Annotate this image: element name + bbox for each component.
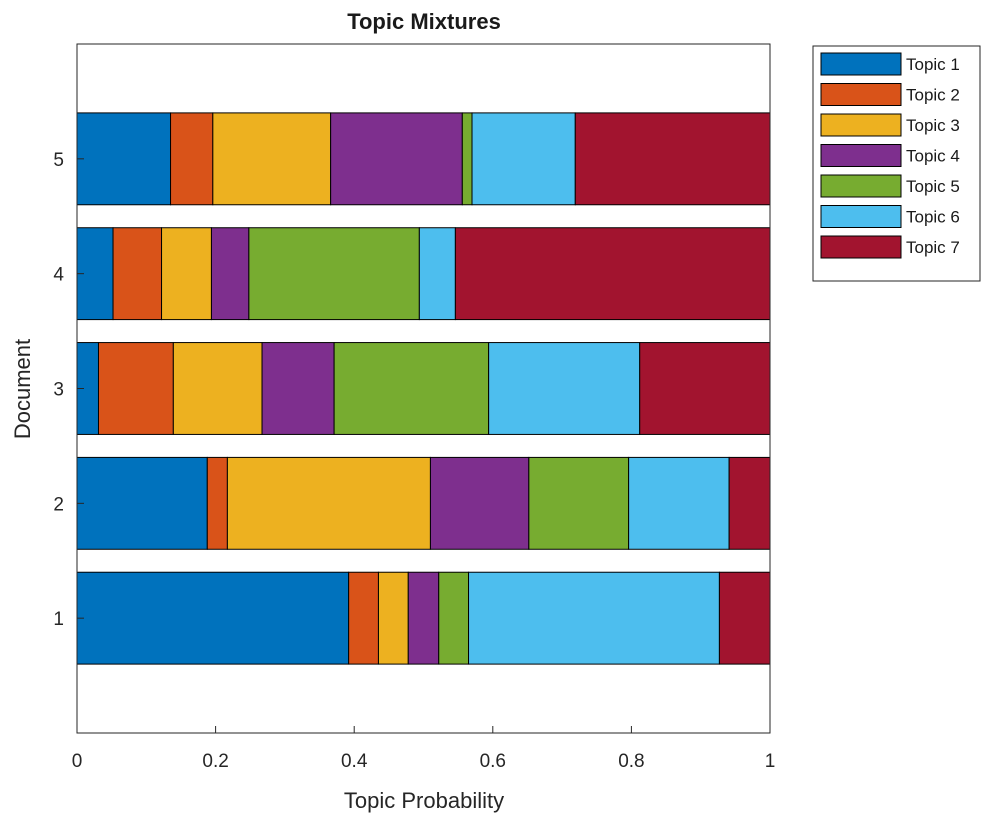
y-tick-label: 5 bbox=[53, 150, 64, 171]
bar-doc2-topic6 bbox=[628, 456, 730, 550]
legend-label: Topic 7 bbox=[906, 238, 960, 257]
bar-doc1-topic4 bbox=[407, 571, 440, 665]
y-axis-label: Document bbox=[10, 339, 35, 439]
bar-doc2-topic2 bbox=[206, 456, 228, 550]
bar-doc2-topic5 bbox=[528, 456, 630, 550]
plot-frame bbox=[76, 43, 771, 734]
legend-swatch bbox=[820, 174, 902, 198]
bar-doc5-topic6 bbox=[471, 112, 576, 206]
legend-label: Topic 5 bbox=[906, 177, 960, 196]
x-tick-label: 0.4 bbox=[341, 751, 368, 772]
bar-doc3-topic3 bbox=[172, 342, 263, 435]
legend-label: Topic 2 bbox=[906, 86, 960, 105]
bar-doc3-topic7 bbox=[639, 342, 771, 435]
bar-doc3-topic4 bbox=[261, 342, 335, 435]
bar-doc3-topic6 bbox=[488, 342, 641, 435]
legend-swatch bbox=[820, 52, 902, 76]
bar-doc5-topic4 bbox=[330, 112, 463, 206]
legend-swatch bbox=[820, 205, 902, 228]
y-axis-ticks: 1 2 3 4 5 bbox=[53, 150, 84, 630]
legend-swatch bbox=[820, 144, 902, 167]
bar-doc4-topic2 bbox=[112, 227, 163, 321]
bar-doc4-topic4 bbox=[210, 227, 250, 321]
legend-swatch bbox=[820, 83, 902, 106]
bar-doc1-topic6 bbox=[468, 571, 720, 665]
bar-doc5-topic7 bbox=[574, 112, 771, 206]
y-tick-label: 1 bbox=[53, 609, 64, 630]
bar-doc5-topic5 bbox=[461, 112, 473, 206]
x-axis-label: Topic Probability bbox=[344, 788, 504, 813]
bar-doc4-topic5 bbox=[248, 227, 420, 321]
bar-doc4-topic7 bbox=[454, 227, 771, 321]
legend-label: Topic 3 bbox=[906, 116, 960, 135]
bar-doc5-topic2 bbox=[170, 112, 214, 206]
bar-doc2-topic7 bbox=[728, 456, 771, 550]
x-tick-label: 0.8 bbox=[618, 751, 644, 772]
x-tick-label: 0.6 bbox=[480, 751, 506, 772]
legend-swatch bbox=[820, 113, 902, 137]
legend-label: Topic 1 bbox=[906, 55, 960, 74]
bar-doc5-topic1 bbox=[76, 112, 172, 206]
bar-doc2-topic4 bbox=[429, 456, 530, 550]
bar-doc1-topic3 bbox=[377, 571, 409, 665]
legend-label: Topic 6 bbox=[906, 208, 960, 227]
legend: Topic 1 Topic 2 Topic 3 Topic 4 Topic 5 Topic… bbox=[812, 45, 981, 282]
bar-doc3-topic5 bbox=[333, 342, 490, 435]
bars-layer bbox=[76, 112, 771, 665]
y-tick-label: 4 bbox=[53, 265, 64, 286]
bar-doc1-topic1 bbox=[76, 571, 350, 665]
bar-doc1-topic2 bbox=[348, 571, 379, 665]
bar-doc3-topic2 bbox=[97, 342, 174, 435]
y-tick-label: 2 bbox=[53, 494, 64, 515]
bar-doc2-topic3 bbox=[226, 456, 431, 550]
x-axis-ticks: 0 0.2 0.4 0.6 0.8 1 bbox=[72, 726, 776, 772]
bar-doc1-topic7 bbox=[718, 571, 771, 665]
legend-label: Topic 4 bbox=[906, 147, 960, 166]
x-tick-label: 0.2 bbox=[202, 751, 228, 772]
bar-doc5-topic3 bbox=[212, 112, 332, 206]
bar-doc2-topic1 bbox=[76, 456, 208, 550]
bar-doc1-topic5 bbox=[438, 571, 470, 665]
x-tick-label: 1 bbox=[765, 751, 776, 772]
chart-title: Topic Mixtures bbox=[347, 9, 501, 34]
bar-doc4-topic6 bbox=[418, 227, 456, 321]
bar-doc4-topic3 bbox=[161, 227, 212, 321]
x-tick-label: 0 bbox=[72, 751, 83, 772]
legend-swatch bbox=[820, 235, 902, 259]
y-tick-label: 3 bbox=[53, 380, 64, 401]
